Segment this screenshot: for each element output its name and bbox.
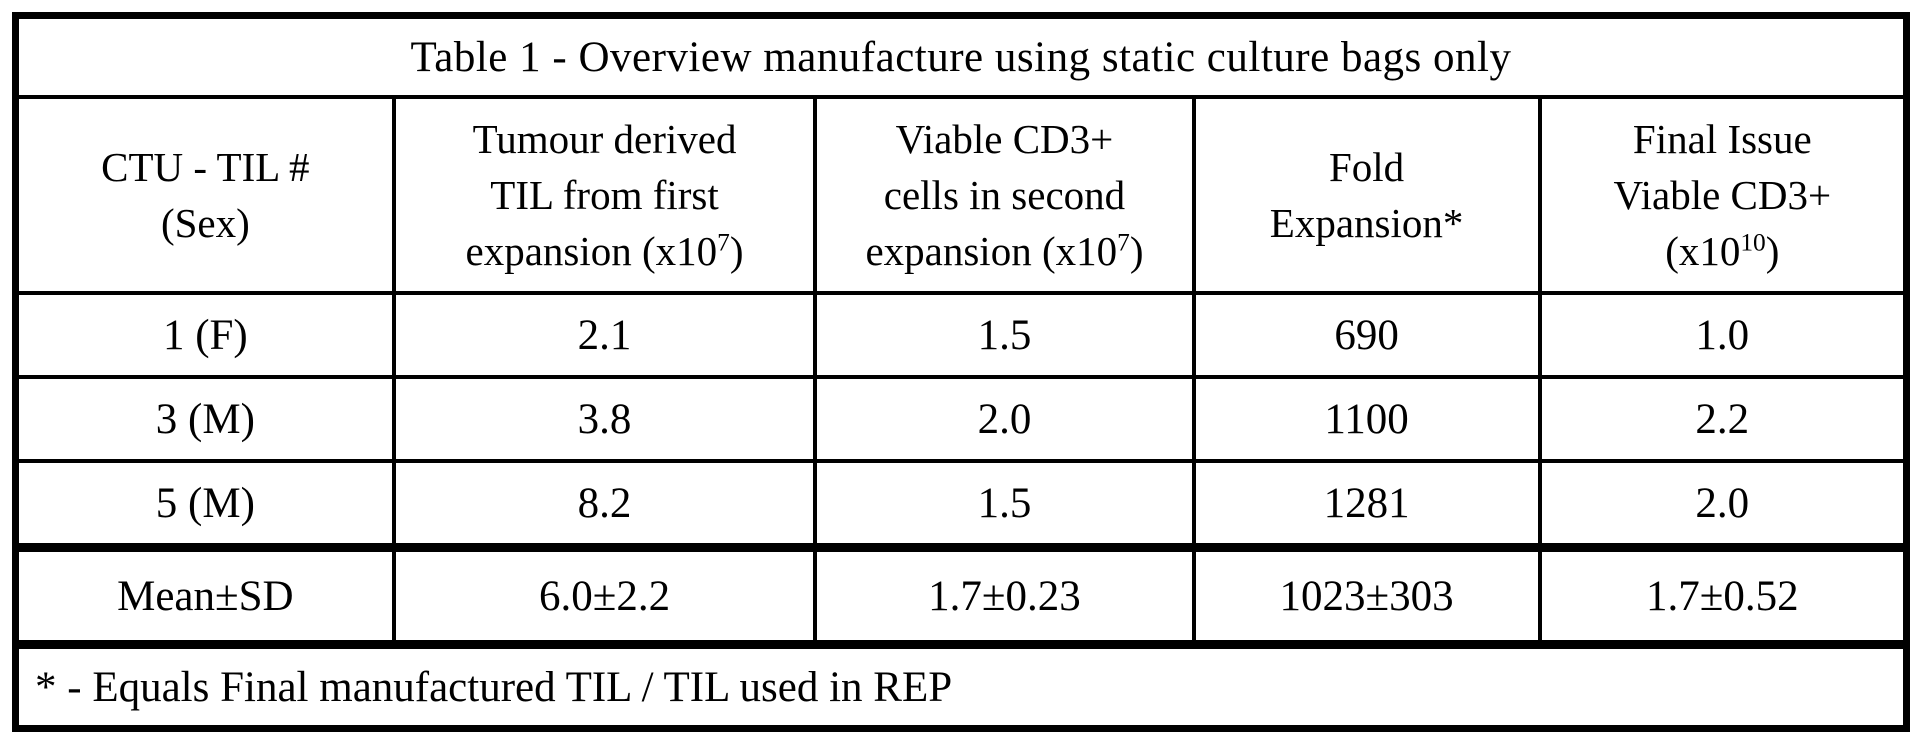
cell-ctu-til-id: 5 (M) — [13, 459, 396, 550]
column-header-viable-cd3-second-expansion: Viable CD3+ cells in second expansion (x… — [813, 95, 1196, 295]
cell-viable-cd3-second: 2.0 — [813, 375, 1196, 463]
cell-fold-expansion: 1281 — [1191, 459, 1542, 550]
cell-viable-cd3-second: 1.5 — [813, 291, 1196, 379]
cell-mean-final-issue-viable-cd3: 1.7±0.52 — [1537, 543, 1909, 649]
overview-manufacture-table: Table 1 - Overview manufacture using sta… — [12, 12, 1910, 732]
column-header-final-issue-viable-cd3: Final Issue Viable CD3+ (x1010) — [1537, 95, 1909, 295]
cell-tumour-derived-til: 2.1 — [391, 291, 818, 379]
table-title-row: Table 1 - Overview manufacture using sta… — [13, 13, 1909, 99]
cell-fold-expansion: 690 — [1191, 291, 1542, 379]
table-row-til-1: 1 (F) 2.1 1.5 690 1.0 — [13, 291, 1909, 379]
cell-ctu-til-id: 3 (M) — [13, 375, 396, 463]
cell-final-issue-viable-cd3: 2.0 — [1537, 459, 1909, 550]
cell-ctu-til-id: 1 (F) — [13, 291, 396, 379]
column-header-fold-expansion: Fold Expansion* — [1191, 95, 1542, 295]
cell-mean-fold-expansion: 1023±303 — [1191, 543, 1542, 649]
cell-mean-sd-label: Mean±SD — [13, 543, 396, 649]
cell-mean-viable-cd3-second: 1.7±0.23 — [813, 543, 1196, 649]
cell-tumour-derived-til: 3.8 — [391, 375, 818, 463]
table-header-row: CTU - TIL # (Sex) Tumour derived TIL fro… — [13, 95, 1909, 295]
cell-fold-expansion: 1100 — [1191, 375, 1542, 463]
scanned-table-page: Table 1 - Overview manufacture using sta… — [12, 12, 1910, 732]
table-row-til-3: 3 (M) 3.8 2.0 1100 2.2 — [13, 375, 1909, 463]
cell-mean-tumour-derived-til: 6.0±2.2 — [391, 543, 818, 649]
cell-final-issue-viable-cd3: 1.0 — [1537, 291, 1909, 379]
column-header-tumour-derived-til: Tumour derived TIL from first expansion … — [391, 95, 818, 295]
table-title: Table 1 - Overview manufacture using sta… — [13, 13, 1909, 99]
cell-viable-cd3-second: 1.5 — [813, 459, 1196, 550]
column-header-ctu-til-sex: CTU - TIL # (Sex) — [13, 95, 396, 295]
cell-final-issue-viable-cd3: 2.2 — [1537, 375, 1909, 463]
table-row-mean-sd: Mean±SD 6.0±2.2 1.7±0.23 1023±303 1.7±0.… — [13, 543, 1909, 649]
table-row-til-5: 5 (M) 8.2 1.5 1281 2.0 — [13, 459, 1909, 550]
cell-tumour-derived-til: 8.2 — [391, 459, 818, 550]
